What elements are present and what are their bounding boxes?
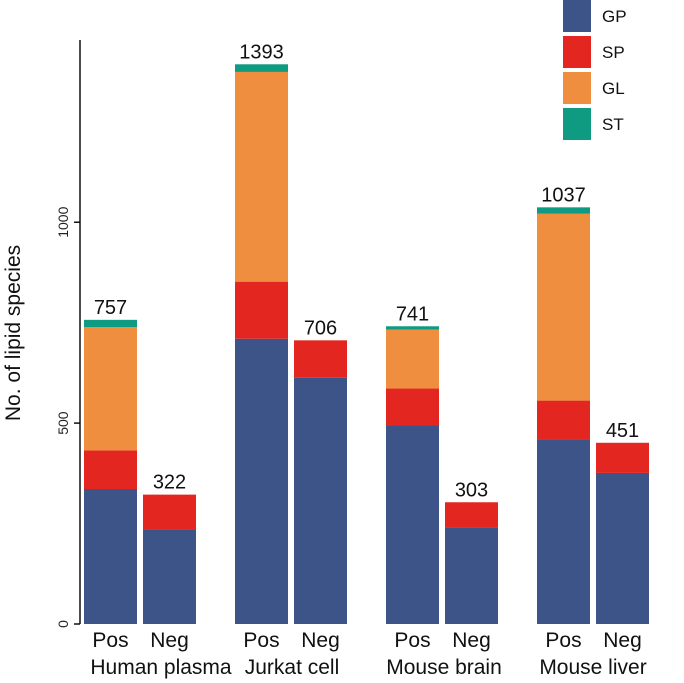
bar-sp-8 — [596, 442, 649, 473]
bar-gp-2 — [143, 529, 196, 624]
legend: GP SP GL ST — [563, 0, 627, 140]
y-tick-label: 500 — [55, 411, 71, 435]
legend-swatch-st — [563, 108, 591, 140]
group-label: Mouse brain — [386, 656, 502, 679]
legend-swatch-sp — [563, 36, 591, 68]
bars-layer — [84, 64, 649, 624]
x-tick-label: Neg — [150, 629, 189, 652]
legend-label-sp: SP — [602, 43, 625, 62]
x-tick-label: Pos — [545, 629, 581, 652]
bar-gl-7 — [537, 213, 590, 401]
bar-sp-1 — [84, 450, 137, 489]
bar-st-5 — [386, 326, 439, 330]
y-axis-label: No. of lipid species — [2, 245, 25, 421]
legend-swatch-gp — [563, 0, 591, 32]
y-axis: 0 500 1000 — [55, 40, 81, 628]
bar-gp-4 — [294, 377, 347, 624]
legend-label-st: ST — [602, 115, 624, 134]
legend-swatch-gl — [563, 72, 591, 104]
legend-label-gl: GL — [602, 79, 625, 98]
x-tick-label: Pos — [92, 629, 128, 652]
bar-sp-2 — [143, 494, 196, 530]
total-label: 1037 — [541, 184, 586, 206]
total-label: 451 — [606, 420, 639, 442]
group-label: Mouse liver — [539, 656, 646, 679]
bar-gp-6 — [445, 527, 498, 624]
total-label: 322 — [153, 472, 186, 494]
group-label: Human plasma — [90, 656, 232, 679]
bar-gp-1 — [84, 488, 137, 624]
bar-gp-7 — [537, 439, 590, 624]
x-tick-label: Neg — [301, 629, 340, 652]
bar-sp-3 — [235, 281, 288, 339]
bar-sp-5 — [386, 388, 439, 426]
legend-label-gp: GP — [602, 7, 627, 26]
total-label: 757 — [94, 297, 127, 319]
total-label: 303 — [455, 479, 488, 501]
bar-sp-6 — [445, 502, 498, 528]
bar-gp-3 — [235, 338, 288, 624]
bar-gp-5 — [386, 425, 439, 624]
y-tick-label: 1000 — [55, 206, 71, 237]
x-tick-label: Neg — [452, 629, 491, 652]
y-tick-label: 0 — [55, 620, 71, 628]
total-label: 706 — [304, 317, 337, 339]
bar-st-3 — [235, 64, 288, 72]
bar-sp-4 — [294, 340, 347, 378]
x-tick-label: Pos — [243, 629, 279, 652]
total-label: 741 — [396, 303, 429, 325]
total-label: 1393 — [239, 41, 284, 63]
bar-gl-1 — [84, 327, 137, 451]
x-tick-label: Pos — [394, 629, 430, 652]
bar-st-1 — [84, 319, 137, 328]
bar-gl-3 — [235, 71, 288, 282]
group-label: Jurkat cell — [245, 656, 340, 679]
bar-sp-7 — [537, 400, 590, 440]
bar-st-7 — [537, 207, 590, 214]
totals-layer: 757 322 1393 706 741 303 1037 451 — [94, 41, 639, 501]
bar-gl-5 — [386, 329, 439, 389]
bar-gp-8 — [596, 472, 649, 624]
x-axis-labels: Pos Neg Pos Neg Pos Neg Pos Neg Human plasma Jurk… — [90, 629, 646, 679]
x-tick-label: Neg — [603, 629, 642, 652]
